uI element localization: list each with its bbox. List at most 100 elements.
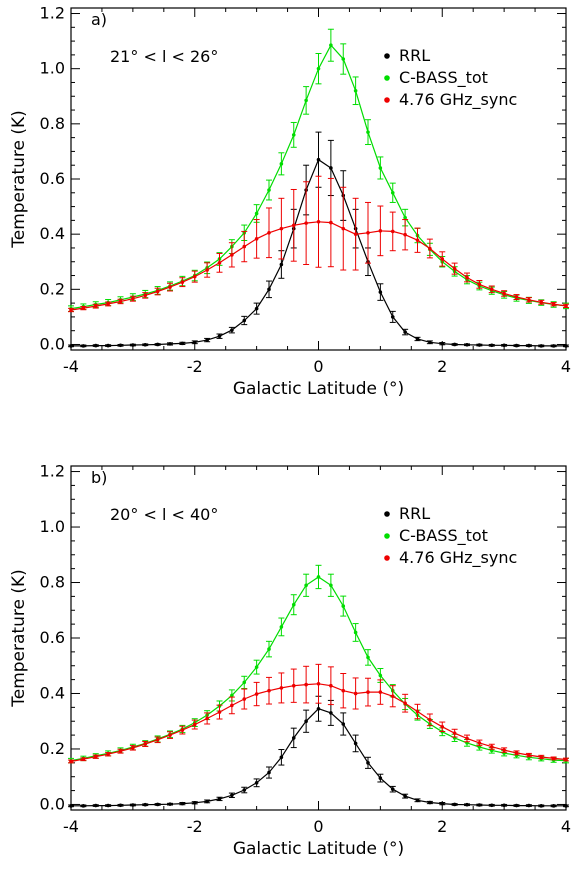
data-point — [69, 804, 73, 808]
data-point — [180, 280, 185, 284]
data-point — [304, 583, 308, 588]
data-point — [489, 287, 494, 292]
legend-label: 4.76 GHz_sync — [399, 90, 517, 110]
data-point — [477, 343, 482, 347]
data-point — [403, 701, 407, 705]
data-point — [168, 802, 172, 806]
data-point — [291, 223, 296, 228]
data-point — [118, 343, 123, 348]
data-point — [316, 681, 321, 686]
data-point — [242, 318, 247, 323]
data-point — [279, 162, 284, 166]
data-point — [539, 755, 544, 759]
data-point — [551, 756, 556, 761]
data-point — [502, 803, 506, 808]
data-point — [143, 342, 148, 347]
data-point — [242, 244, 247, 249]
data-point — [242, 697, 247, 701]
data-point — [217, 261, 222, 265]
y-tick-label: 0.6 — [40, 628, 65, 647]
data-point — [93, 304, 98, 308]
data-point — [168, 342, 172, 346]
data-point — [452, 802, 457, 807]
data-point — [217, 710, 222, 714]
data-point — [477, 282, 482, 287]
data-point — [316, 219, 321, 224]
data-point — [230, 703, 234, 708]
y-tick-label: 0.4 — [40, 683, 65, 702]
data-point — [353, 691, 358, 696]
data-point — [477, 803, 482, 807]
data-point — [254, 237, 259, 241]
data-point — [403, 232, 407, 237]
data-point — [390, 190, 395, 195]
data-point — [428, 246, 432, 251]
x-tick-label: -4 — [63, 357, 79, 376]
data-point — [415, 238, 420, 243]
data-point — [316, 66, 321, 71]
data-point — [502, 748, 506, 752]
data-point — [366, 761, 370, 765]
chart-panel-1: -4 -2 0 2 4 0.0 0.2 0.4 0.6 0.8 1.0 1.2 Galactic Lat… — [9, 4, 571, 399]
data-point — [489, 343, 494, 348]
data-point — [329, 166, 333, 170]
data-point — [118, 299, 123, 304]
data-point — [428, 340, 432, 345]
y-tick-label: 0.4 — [40, 224, 65, 243]
data-point — [168, 733, 172, 737]
data-point — [465, 275, 469, 280]
legend-label: C-BASS_tot — [399, 526, 488, 546]
data-point — [254, 306, 259, 311]
data-point — [93, 343, 98, 348]
data-point — [527, 753, 531, 757]
data-point — [551, 302, 556, 307]
data-point — [205, 268, 209, 272]
data-point — [539, 300, 544, 305]
data-point — [378, 166, 383, 170]
data-point — [254, 781, 259, 785]
data-point — [527, 343, 531, 348]
data-point — [465, 736, 469, 741]
x-tick-label: 0 — [313, 357, 323, 376]
data-point — [502, 291, 506, 296]
data-point — [551, 804, 556, 808]
data-point — [205, 799, 209, 804]
data-point — [267, 188, 271, 192]
data-point — [341, 226, 346, 231]
data-point — [353, 88, 358, 93]
data-point — [205, 716, 209, 721]
y-tick-label: 0.8 — [40, 114, 65, 133]
data-point — [192, 274, 197, 279]
data-point — [316, 706, 321, 711]
data-point — [242, 788, 247, 792]
data-point — [106, 302, 110, 306]
data-point — [452, 731, 457, 735]
data-point — [477, 741, 482, 745]
legend-label: C-BASS_tot — [399, 68, 488, 88]
data-point — [329, 43, 333, 48]
data-point — [514, 803, 519, 808]
y-tick-label: 0.0 — [40, 794, 65, 813]
data-point — [267, 287, 271, 292]
region-annotation: 21° < l < 26° — [110, 47, 218, 66]
data-point — [514, 343, 519, 348]
data-point — [279, 755, 284, 760]
legend-marker — [384, 75, 390, 81]
data-point — [131, 803, 135, 807]
data-point — [180, 341, 185, 346]
data-point — [69, 759, 73, 764]
data-point — [304, 682, 308, 687]
data-point — [329, 711, 333, 715]
data-point — [403, 330, 407, 334]
data-point — [143, 742, 148, 746]
data-point — [378, 290, 383, 294]
data-point — [539, 344, 544, 348]
data-point — [254, 665, 259, 669]
data-point — [230, 693, 234, 698]
data-point — [329, 683, 333, 688]
data-point — [329, 220, 333, 225]
data-point — [452, 266, 457, 271]
data-point — [106, 803, 110, 808]
